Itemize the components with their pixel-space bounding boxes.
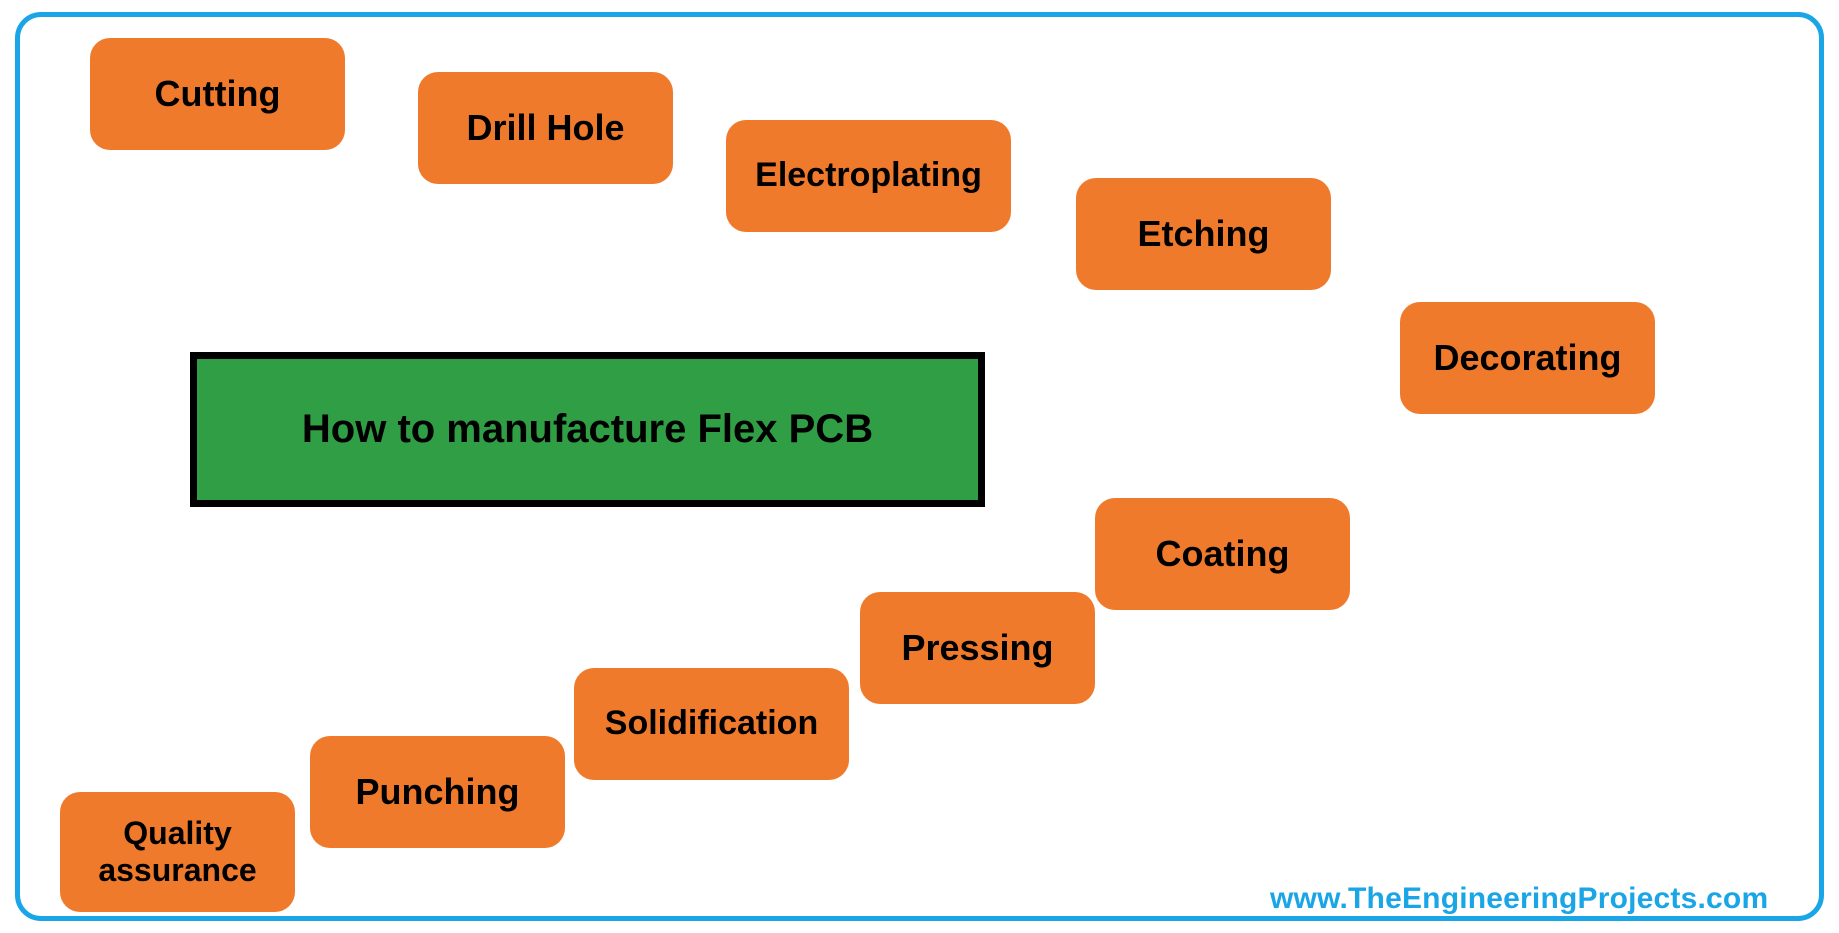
step-solidification: Solidification — [574, 668, 849, 780]
title-box: How to manufacture Flex PCB — [190, 352, 985, 507]
step-label: Cutting — [155, 73, 281, 114]
step-pressing: Pressing — [860, 592, 1095, 704]
watermark-text: www.TheEngineeringProjects.com — [1270, 882, 1768, 915]
step-label: Punching — [356, 771, 520, 812]
step-quality-assurance: Quality assurance — [60, 792, 295, 912]
step-decorating: Decorating — [1400, 302, 1655, 414]
step-label: Drill Hole — [466, 107, 624, 148]
step-coating: Coating — [1095, 498, 1350, 610]
watermark: www.TheEngineeringProjects.com — [1270, 882, 1768, 916]
step-label: Quality assurance — [72, 815, 283, 889]
step-punching: Punching — [310, 736, 565, 848]
canvas: How to manufacture Flex PCB Cutting Dril… — [0, 0, 1839, 933]
step-etching: Etching — [1076, 178, 1331, 290]
step-label: Pressing — [901, 627, 1053, 668]
step-drill-hole: Drill Hole — [418, 72, 673, 184]
step-label: Coating — [1156, 533, 1290, 574]
step-cutting: Cutting — [90, 38, 345, 150]
step-label: Electroplating — [755, 156, 982, 195]
step-label: Solidification — [605, 704, 818, 743]
title-text: How to manufacture Flex PCB — [302, 407, 873, 452]
step-electroplating: Electroplating — [726, 120, 1011, 232]
step-label: Etching — [1138, 213, 1270, 254]
step-label: Decorating — [1433, 337, 1621, 378]
